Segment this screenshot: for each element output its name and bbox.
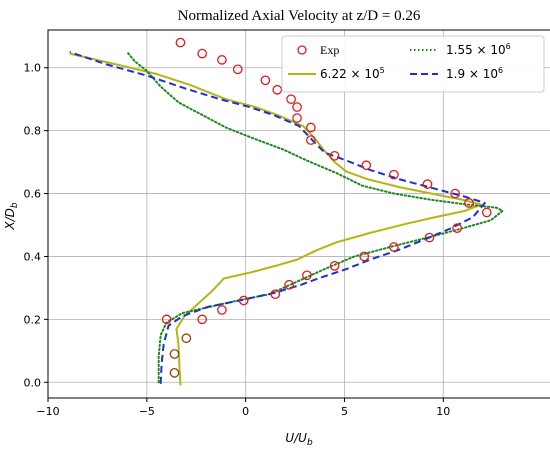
exp-data-point (302, 270, 312, 281)
exp-data-point (452, 223, 462, 234)
legend-label-s1-exp: 5 (380, 66, 385, 75)
exp-data-point (450, 188, 461, 199)
x-tick-label: 0 (242, 405, 249, 418)
exp-data-point (238, 295, 249, 306)
exp-data-point (272, 84, 283, 95)
x-axis-label-sub: b (307, 438, 313, 448)
exp-data-point (389, 242, 399, 252)
exp-data-point (306, 135, 316, 145)
y-axis-label-main: X/D (3, 208, 17, 231)
exp-data-point (389, 169, 399, 180)
exp-data-point (292, 113, 302, 123)
exp-data-point (181, 333, 192, 344)
legend-label-s3: 1.9 × 106 (446, 66, 503, 81)
series-line-1-55-10-6 (126, 51, 504, 384)
exp-data-point (292, 102, 302, 112)
legend-marker-exp (297, 45, 307, 55)
x-tick-label: 10 (436, 405, 450, 418)
exp-data-point (359, 251, 370, 262)
chart-title: Normalized Axial Velocity at z/D = 0.26 (178, 8, 421, 24)
exp-data-point (260, 75, 271, 86)
x-axis-label-main: U/U (285, 431, 307, 445)
exp-data-point (464, 198, 474, 208)
legend-label-s2-base: 1.55 × 10 (446, 43, 506, 57)
exp-data-point (232, 64, 243, 75)
exp-data-point (169, 349, 180, 359)
y-tick-label: 0.2 (24, 313, 42, 326)
exp-data-point (161, 314, 172, 325)
x-axis-label: U/Ub (285, 431, 313, 448)
series-line-6-22-10-5 (69, 52, 482, 386)
exp-data-point (422, 179, 433, 189)
exp-data-point (424, 232, 435, 243)
y-tick-label: 0.4 (24, 250, 42, 263)
exp-data-point (270, 289, 281, 300)
exp-data-point (481, 207, 492, 218)
y-tick-label: 0.8 (24, 125, 42, 138)
legend-box (281, 35, 545, 93)
legend-label-s1-base: 6.22 × 10 (320, 67, 380, 81)
legend-label-s3-base: 1.9 × 10 (446, 67, 498, 81)
exp-data-point (329, 150, 340, 161)
y-tick-label: 0.0 (24, 376, 42, 389)
legend-label-s2-exp: 6 (506, 42, 511, 51)
series-line-1-9-10-6 (69, 51, 486, 384)
exp-data-point (329, 261, 340, 271)
legend-label-s3-exp: 6 (498, 66, 503, 75)
plot-series (69, 37, 504, 386)
y-axis-label-sub: b (10, 202, 20, 208)
x-tick-label: 5 (341, 405, 348, 418)
exp-data-point (306, 122, 316, 133)
axis-ticks: −10 −5 0 5 10 0.0 0.2 0.4 0.6 0.8 1.0 (24, 62, 451, 418)
exp-data-point (175, 37, 186, 48)
y-tick-label: 0.6 (24, 188, 42, 201)
exp-data-point (286, 94, 296, 105)
plot-frame (47, 29, 550, 399)
exp-data-point (217, 305, 227, 315)
legend-label-s2: 1.55 × 106 (446, 42, 511, 57)
exp-data-point (217, 55, 227, 65)
exp-data-point (197, 48, 208, 59)
x-tick-label: −10 (36, 405, 59, 418)
exp-data-point (197, 314, 208, 325)
exp-data-point (169, 367, 180, 378)
legend-label-s1: 6.22 × 105 (320, 66, 385, 81)
legend-label-exp: Exp (320, 43, 339, 57)
legend: Exp 6.22 × 105 1.55 × 106 1.9 × 106 (281, 35, 545, 93)
x-tick-label: −5 (139, 405, 155, 418)
exp-data-point (284, 279, 294, 290)
y-tick-label: 1.0 (24, 62, 42, 75)
y-axis-label: X/Db (3, 202, 20, 231)
exp-data-point (361, 160, 372, 171)
